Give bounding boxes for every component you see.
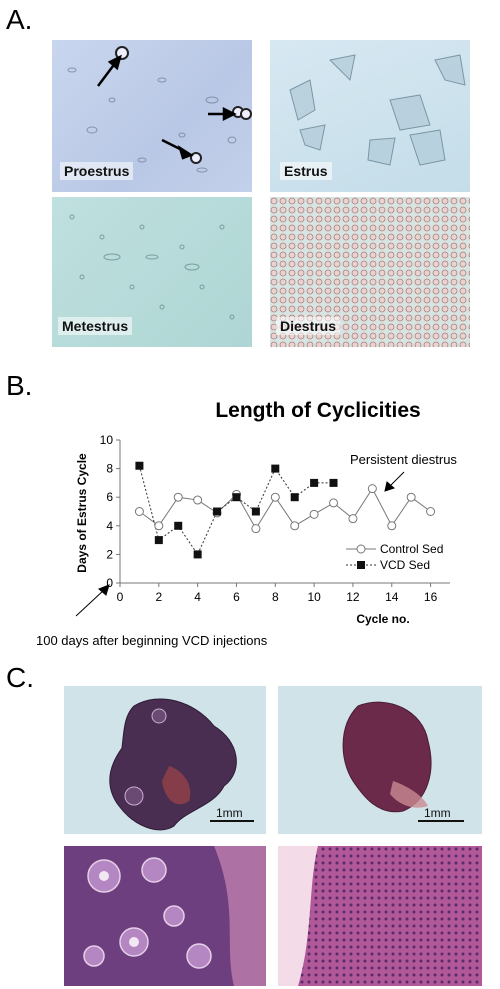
control-sed-point [367, 484, 377, 494]
x-tick-label: 0 [117, 590, 124, 604]
vcd-start-arrow [75, 584, 110, 617]
scale-label-left: 1mm [216, 806, 243, 820]
control-sed-line [139, 487, 431, 530]
legend-control-marker [356, 544, 366, 554]
estrus-cells [289, 54, 466, 166]
y-tick-label: 0 [106, 576, 113, 590]
control-sed-point [387, 521, 397, 531]
x-tick-label: 10 [307, 590, 321, 604]
vcd-sed-point [329, 478, 338, 487]
control-sed-point [193, 495, 203, 505]
control-sed-point [134, 507, 144, 516]
scale-bar-right [418, 820, 464, 822]
diestrus-micrograph: Diestrus [270, 197, 470, 347]
control-sed-point [173, 492, 183, 502]
chart-title: Length of Cyclicities [215, 399, 420, 422]
x-tick-label: 8 [272, 590, 279, 604]
control-sed-point [406, 492, 416, 502]
estrus-label: Estrus [280, 162, 332, 180]
vcd-sed-point [174, 521, 183, 530]
vcd-sed-point [232, 493, 241, 502]
ovary-control-highmag [64, 846, 266, 986]
x-tick-label: 16 [424, 590, 438, 604]
x-tick-label: 4 [194, 590, 201, 604]
control-sed-point [251, 524, 261, 534]
ovary-vcd-section [342, 701, 432, 813]
x-tick-label: 14 [385, 590, 399, 604]
ovary-control-section [109, 698, 237, 831]
control-sed-point [426, 507, 436, 516]
x-tick-label: 12 [346, 590, 360, 604]
vcd-sed-point [271, 464, 280, 473]
control-sed-point [309, 509, 319, 519]
y-tick-label: 2 [106, 547, 113, 561]
cyclicity-chart: Length of Cyclicities 0 2 4 6 8 10 0 2 4 6 8 10 12 1… [36, 399, 457, 648]
ovary-control-follicles [64, 846, 266, 986]
proestrus-cells [67, 46, 252, 173]
diestrus-label: Diestrus [276, 317, 341, 335]
ovary-vcd-highmag [278, 846, 482, 986]
vcd-sed-point [213, 507, 222, 516]
x-tick-label: 6 [233, 590, 240, 604]
scale-bar-left [210, 820, 254, 822]
control-sed-point [348, 514, 358, 524]
vcd-start-annotation: 100 days after beginning VCD injections [36, 633, 268, 648]
metestrus-micrograph: Metestrus [52, 197, 252, 347]
control-sed-point [290, 521, 300, 531]
persistent-diestrus-arrow [384, 471, 405, 492]
proestrus-label: Proestrus [60, 162, 134, 180]
vcd-sed-point [290, 493, 299, 502]
ovary-vcd-stroma [278, 846, 482, 986]
proestrus-micrograph: Proestrus [52, 40, 252, 192]
control-sed-point [154, 521, 164, 531]
panel-b-label: B. [6, 370, 33, 401]
control-sed-point [270, 492, 280, 502]
legend-control-label: Control Sed [380, 542, 443, 556]
y-tick-label: 6 [106, 490, 113, 504]
vcd-sed-point [135, 461, 144, 470]
vcd-sed-point [154, 536, 163, 545]
metestrus-label: Metestrus [58, 317, 133, 335]
ovary-control-lowmag: 1mm [64, 686, 266, 834]
legend: Control Sed VCD Sed [346, 542, 443, 572]
panel-c-label: C. [6, 662, 34, 693]
scale-label-right: 1mm [424, 806, 451, 820]
ovary-vcd-lowmag: 1mm [278, 686, 482, 834]
vcd-sed-point [193, 550, 202, 559]
x-axis-label: Cycle no. [356, 612, 409, 626]
legend-vcd-label: VCD Sed [380, 558, 430, 572]
metestrus-cells [69, 214, 235, 320]
estrus-micrograph: Estrus [270, 40, 470, 192]
control-sed-point [329, 498, 339, 508]
persistent-diestrus-annotation: Persistent diestrus [350, 452, 457, 467]
vcd-sed-point [251, 507, 260, 516]
x-tick-label: 2 [155, 590, 162, 604]
vcd-sed-point [310, 478, 319, 487]
y-tick-label: 10 [100, 433, 114, 447]
y-axis-label: Days of Estrus Cycle [75, 453, 89, 573]
legend-vcd-marker [357, 561, 365, 569]
y-tick-label: 8 [106, 462, 113, 476]
vcd-sed-line [138, 465, 334, 556]
y-tick-label: 4 [106, 519, 113, 533]
panel-a-label: A. [6, 4, 33, 35]
